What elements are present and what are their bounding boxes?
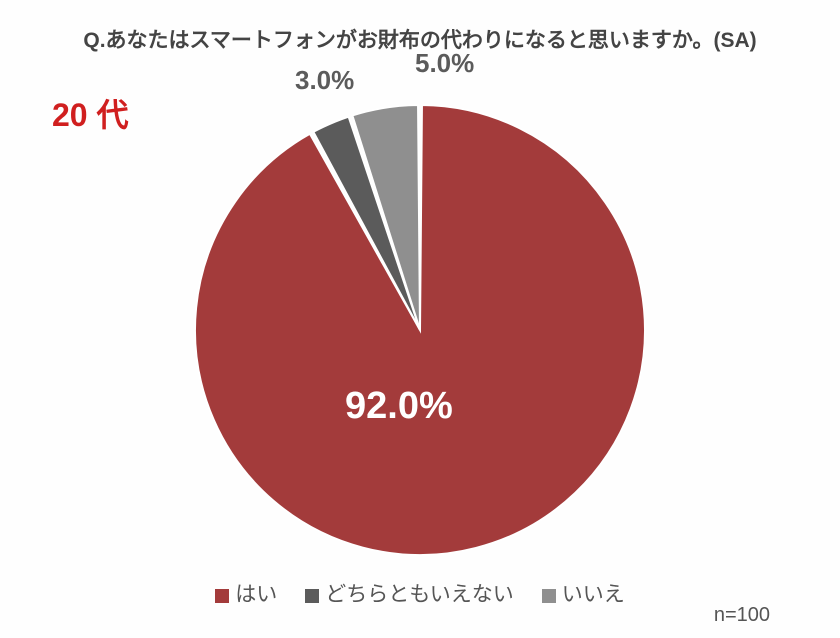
- legend-swatch-neither: [305, 589, 319, 603]
- legend-label-no: いいえ: [562, 583, 625, 606]
- sample-size: n=100: [714, 604, 770, 627]
- legend-label-neither: どちらともいえない: [325, 583, 514, 606]
- legend-item-no: いいえ: [542, 583, 625, 606]
- data-label-neither: 3.0%: [295, 65, 354, 96]
- legend-swatch-no: [542, 589, 556, 603]
- data-label-no: 5.0%: [415, 48, 474, 79]
- legend-swatch-yes: [215, 589, 229, 603]
- legend-item-neither: どちらともいえない: [305, 583, 514, 606]
- data-label-yes: 92.0%: [345, 385, 453, 428]
- pie-chart: [0, 0, 840, 638]
- legend-label-yes: はい: [235, 583, 277, 606]
- chart-stage: { "title": {"text":"Q.あなたはスマートフォンがお財布の代わ…: [0, 0, 840, 638]
- legend-item-yes: はい: [215, 583, 277, 606]
